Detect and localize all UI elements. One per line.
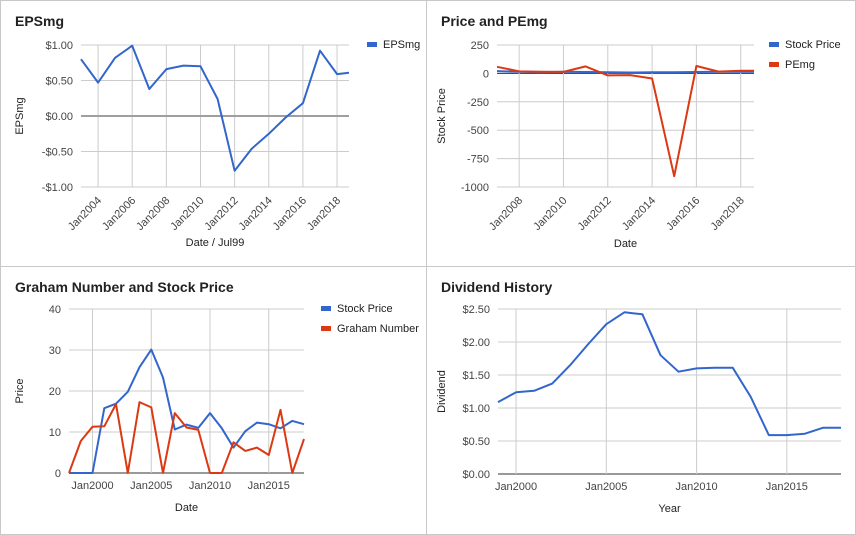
y-tick-label: $0.00 [45,111,73,123]
x-axis-label: Date / Jul99 [186,237,245,249]
y-tick-label: $0.00 [462,469,490,481]
chart-title: Price and PEmg [441,13,548,29]
legend-swatch [321,326,331,331]
x-axis-label: Date [614,238,637,250]
dividend-history-chart-panel: $2.50 $2.00 $1.50 $1.00 $0.50 $0.00 Jan2000 Jan… [426,266,856,535]
y-tick-label: 20 [49,386,61,398]
y-tick-label: $0.50 [462,436,490,448]
y-tick-label: 250 [471,40,489,52]
series-line-pemg [496,65,755,178]
chart-svg: $1.00$0.50$0.00-$0.50-$1.00Jan2004Jan200… [14,39,420,249]
chart-svg: $2.50 $2.00 $1.50 $1.00 $0.50 $0.00 Jan2000 Jan… [436,304,841,515]
y-tick-label: -$0.50 [42,147,73,159]
x-tick-label: Jan2008 [134,195,172,233]
x-tick-label: Jan2005 [585,481,627,493]
y-tick-label: 0 [55,468,61,480]
y-axis-label: EPSmg [14,97,26,134]
graham-number-chart-panel: 40 30 20 10 0 Jan2000 Jan2005 Jan2010 Jan2015 Dat… [0,266,427,535]
legend-label: Graham Number [337,323,419,335]
x-tick-label: Jan2010 [675,481,717,493]
legend-swatch [769,62,779,67]
x-tick-label: Jan2010 [168,195,206,233]
series-line-graham-number [68,401,305,474]
epsmg-chart-panel: $1.00 $0.50 $0.00 -$0.50 -$1.00 Jan2004 Jan200… [0,0,427,267]
legend-swatch [769,42,779,47]
legend-swatch [321,306,331,311]
x-axis-label: Year [658,503,681,515]
x-tick-label: Jan2008 [487,195,525,233]
series-line-dividend [497,311,841,437]
chart-title: Dividend History [441,279,553,295]
y-tick-label: -750 [467,154,489,166]
x-tick-label: Jan2014 [620,195,658,233]
y-tick-label: -500 [467,125,489,137]
chart-title: Graham Number and Stock Price [15,279,234,295]
legend-label: EPSmg [383,39,420,51]
x-tick-label: Jan2018 [708,195,746,233]
y-tick-label: $1.50 [462,370,490,382]
x-tick-label: Jan2006 [100,195,138,233]
x-tick-label: Jan2016 [664,195,702,233]
y-tick-label: $2.00 [462,337,490,349]
y-tick-label: -250 [467,97,489,109]
series-line-epsmg [80,44,350,172]
chart-title: EPSmg [15,13,65,29]
legend-label: Stock Price [337,303,393,315]
x-tick-label: Jan2000 [71,480,113,492]
y-axis-label: Price [14,378,26,403]
y-tick-label: -$1.00 [42,182,73,194]
x-tick-label: Jan2014 [237,195,275,233]
x-tick-label: Jan2015 [248,480,290,492]
y-tick-label: 10 [49,427,61,439]
legend-label: Stock Price [785,39,841,51]
x-tick-label: Jan2010 [189,480,231,492]
legend-swatch [367,42,377,47]
x-tick-label: Jan2005 [130,480,172,492]
series-line-stock-price [69,348,305,474]
y-tick-label: 30 [49,345,61,357]
y-tick-label: 0 [483,68,489,80]
y-tick-label: -1000 [461,182,489,194]
y-tick-label: $1.00 [462,403,490,415]
x-tick-label: Jan2012 [202,195,240,233]
x-tick-label: Jan2018 [305,195,343,233]
y-axis-label: Stock Price [436,88,448,144]
legend-label: PEmg [785,59,815,71]
x-tick-label: Jan2004 [66,195,104,233]
price-pemg-chart-panel: 250 0 -250 -500 -750 -1000 Jan2008 Jan2010 Jan20… [426,0,856,267]
y-tick-label: $1.00 [45,40,73,52]
y-tick-label: 40 [49,304,61,316]
x-tick-label: Jan2015 [766,481,808,493]
x-tick-label: Jan2000 [495,481,537,493]
y-tick-label: $0.50 [45,76,73,88]
x-axis-label: Date [175,502,198,514]
x-tick-label: Jan2010 [531,195,569,233]
x-tick-label: Jan2012 [576,195,614,233]
x-tick-label: Jan2016 [271,195,309,233]
chart-svg: 40 30 20 10 0 Jan2000 Jan2005 Jan2010 Jan2015 Dat… [14,303,419,514]
y-axis-label: Dividend [436,370,448,413]
y-tick-label: $2.50 [462,304,490,316]
